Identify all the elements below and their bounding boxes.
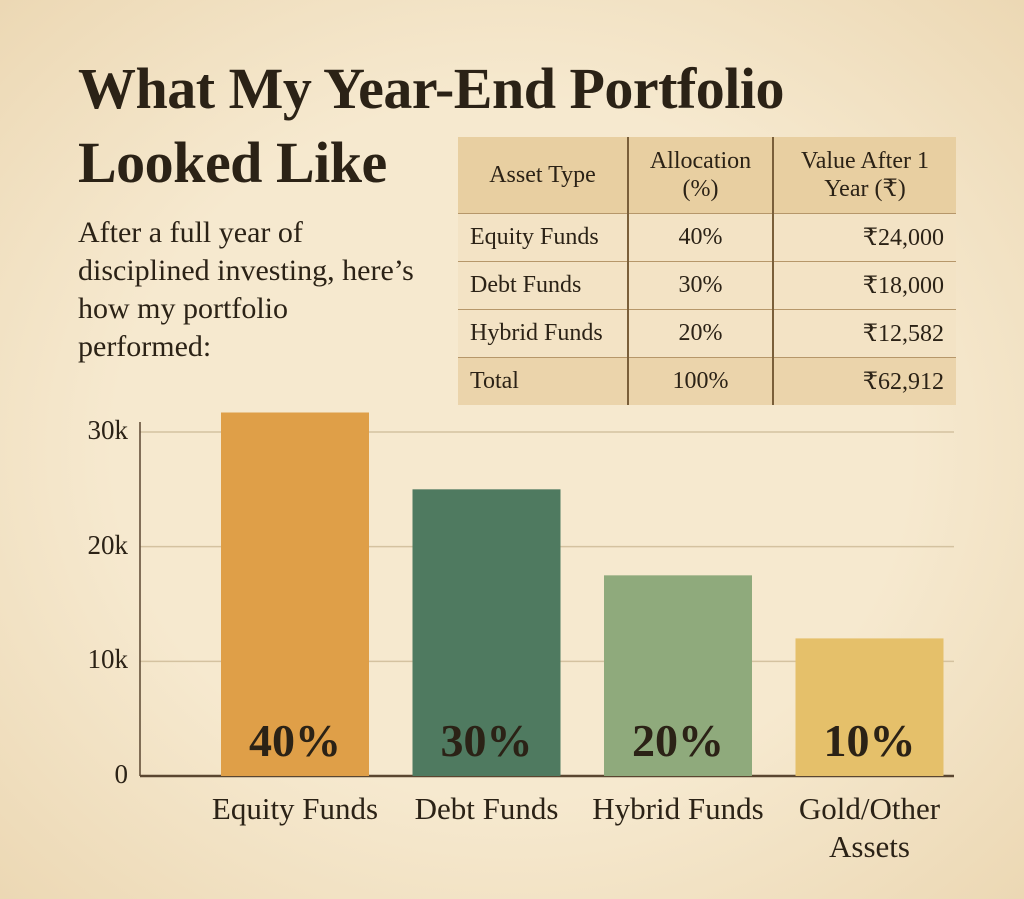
table-row: Equity Funds 40% ₹24,000 bbox=[458, 213, 956, 262]
table-cell: ₹24,000 bbox=[773, 213, 956, 262]
table-header: Value After 1 Year (₹) bbox=[773, 137, 956, 214]
bar-label: 40% bbox=[249, 715, 341, 766]
table-header: Allocation (%) bbox=[628, 137, 774, 214]
table-cell: ₹12,582 bbox=[773, 309, 956, 358]
bar-label: 10% bbox=[824, 715, 916, 766]
table-cell: Total bbox=[458, 357, 629, 405]
table-cell: 100% bbox=[628, 357, 774, 405]
x-tick-label: Debt Funds bbox=[414, 791, 559, 826]
table-cell: Equity Funds bbox=[458, 213, 629, 262]
bar-label: 20% bbox=[632, 715, 724, 766]
table-row: Total 100% ₹62,912 bbox=[458, 357, 956, 405]
bar bbox=[604, 575, 752, 776]
y-tick-label: 0 bbox=[114, 759, 129, 789]
table-cell: 30% bbox=[628, 261, 774, 310]
table-row: Hybrid Funds 20% ₹12,582 bbox=[458, 309, 956, 358]
title: What My Year-End Portfolio Looked Like bbox=[78, 56, 785, 195]
subtitle: After a full year of disciplined investi… bbox=[78, 216, 414, 363]
table-cell: Debt Funds bbox=[458, 261, 629, 310]
table-cell: 20% bbox=[628, 309, 774, 358]
y-tick-label: 30k bbox=[87, 415, 129, 445]
table-cell: ₹62,912 bbox=[773, 357, 956, 405]
y-tick-label: 20k bbox=[87, 529, 129, 560]
bar bbox=[412, 489, 561, 776]
x-tick-label: Hybrid Funds bbox=[592, 791, 764, 826]
portfolio-table: Asset Type Allocation (%) Value After 1 Ye… bbox=[458, 137, 956, 405]
table-row: Debt Funds 30% ₹18,000 bbox=[458, 261, 956, 310]
table-cell: ₹18,000 bbox=[773, 261, 956, 310]
x-tick-label: Gold/Other Assets bbox=[798, 791, 941, 864]
bar bbox=[221, 412, 369, 776]
bar-label: 30% bbox=[441, 715, 533, 766]
table-cell: Hybrid Funds bbox=[458, 309, 629, 358]
bar bbox=[795, 638, 944, 776]
y-tick-label: 10k bbox=[87, 644, 129, 675]
x-tick-label: Equity Funds bbox=[211, 791, 379, 826]
table-cell: 40% bbox=[628, 213, 774, 262]
table-header: Asset Type bbox=[458, 137, 629, 214]
